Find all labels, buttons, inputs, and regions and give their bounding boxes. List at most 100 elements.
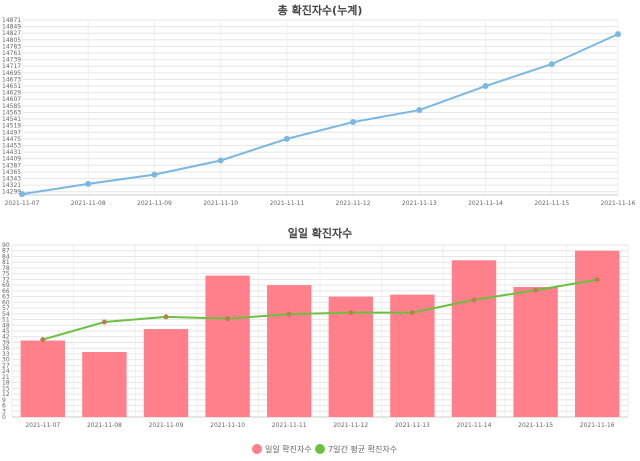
y-tick-label: 14387: [2, 162, 21, 169]
y-tick-label: 84: [2, 253, 10, 260]
x-tick-label: 2021-11-16: [601, 200, 636, 207]
y-tick-label: 3: [2, 408, 6, 415]
daily-cases-chart: 일일 확진자수036912151821242730333639424548515…: [2, 226, 629, 454]
y-tick-label: 36: [2, 345, 10, 352]
y-tick-label: 39: [2, 339, 10, 346]
seven-day-average-point: [40, 337, 46, 343]
y-tick-label: 54: [2, 311, 10, 318]
seven-day-average-point: [286, 311, 292, 317]
y-tick-label: 21: [2, 374, 10, 381]
seven-day-average-point: [225, 316, 231, 322]
y-tick-label: 14431: [2, 149, 21, 156]
seven-day-average-point: [533, 287, 539, 293]
cumulative-data-point: [548, 61, 555, 68]
y-tick-label: 14299: [2, 189, 21, 196]
y-tick-label: 14365: [2, 169, 21, 176]
x-tick-label: 2021-11-11: [272, 422, 307, 429]
y-tick-label: 14563: [2, 109, 21, 116]
y-tick-label: 87: [2, 248, 10, 255]
y-tick-label: 75: [2, 271, 10, 278]
seven-day-average-point: [101, 319, 107, 325]
y-tick-label: 0: [2, 414, 6, 421]
y-tick-label: 18: [2, 380, 10, 387]
x-tick-label: 2021-11-15: [534, 200, 569, 207]
y-tick-label: 42: [2, 334, 10, 341]
y-tick-label: 14585: [2, 103, 21, 110]
legend-average-swatch: [315, 444, 325, 454]
x-tick-label: 2021-11-10: [210, 422, 245, 429]
legend-daily-label: 일일 확진자수: [265, 444, 312, 454]
daily-cases-bar: [575, 250, 620, 417]
x-tick-label: 2021-11-13: [402, 200, 437, 207]
y-tick-label: 14321: [2, 182, 21, 189]
y-tick-label: 14827: [2, 30, 21, 37]
daily-cases-bar: [82, 352, 127, 417]
x-tick-label: 2021-11-07: [5, 200, 40, 207]
y-tick-label: 15: [2, 385, 10, 392]
cumulative-data-point: [19, 191, 25, 198]
y-tick-label: 69: [2, 282, 10, 289]
seven-day-average-line: [42, 278, 598, 341]
y-tick-label: 30: [2, 357, 10, 364]
y-tick-label: 81: [2, 259, 10, 266]
y-tick-label: 14409: [2, 156, 21, 163]
y-tick-label: 14673: [2, 76, 21, 83]
daily-cases-bar: [20, 340, 65, 417]
seven-day-average-point: [471, 297, 477, 303]
x-tick-label: 2021-11-13: [395, 422, 430, 429]
daily-cases-bar: [513, 287, 558, 417]
seven-day-average-point: [348, 310, 354, 316]
x-tick-label: 2021-11-12: [336, 200, 371, 207]
x-tick-label: 2021-11-08: [71, 200, 106, 207]
x-tick-label: 2021-11-14: [457, 422, 492, 429]
y-tick-label: 14849: [2, 24, 21, 31]
legend-daily-swatch: [252, 444, 262, 454]
y-tick-label: 9: [2, 397, 6, 404]
cumulative-data-point: [416, 107, 423, 114]
daily-cases-bar: [205, 275, 250, 417]
x-tick-label: 2021-11-09: [137, 200, 172, 207]
y-tick-label: 14651: [2, 83, 21, 90]
y-tick-label: 14453: [2, 142, 21, 149]
y-tick-label: 14739: [2, 57, 21, 64]
cumulative-data-point: [350, 119, 357, 126]
y-tick-label: 48: [2, 322, 10, 329]
y-tick-label: 57: [2, 305, 10, 312]
chart-title: 일일 확진자수: [288, 226, 353, 240]
y-tick-label: 14475: [2, 136, 21, 143]
cumulative-data-point: [615, 31, 621, 38]
cumulative-data-point: [85, 180, 92, 187]
y-tick-label: 12: [2, 391, 10, 398]
y-tick-label: 90: [2, 242, 10, 249]
y-tick-label: 63: [2, 294, 10, 301]
y-tick-label: 14497: [2, 129, 21, 136]
x-tick-label: 2021-11-11: [269, 200, 304, 207]
y-tick-label: 78: [2, 265, 10, 272]
y-tick-label: 14695: [2, 70, 21, 77]
cumulative-data-point: [283, 135, 290, 142]
y-tick-label: 51: [2, 317, 10, 324]
x-tick-label: 2021-11-15: [518, 422, 553, 429]
cumulative-data-point: [217, 157, 224, 164]
y-tick-label: 72: [2, 276, 10, 283]
y-tick-label: 14607: [2, 96, 21, 103]
y-tick-label: 66: [2, 288, 10, 295]
y-tick-label: 14783: [2, 43, 21, 50]
cumulative-data-point: [151, 171, 158, 178]
daily-cases-bar: [143, 329, 189, 417]
cumulative-data-point: [482, 83, 489, 90]
y-tick-label: 24: [2, 368, 10, 375]
x-tick-label: 2021-11-14: [468, 200, 503, 207]
chart-title: 총 확진자수(누계): [278, 3, 363, 17]
y-tick-label: 14519: [2, 123, 21, 130]
seven-day-average-point: [409, 310, 415, 316]
x-tick-label: 2021-11-08: [87, 422, 122, 429]
y-tick-label: 14717: [2, 63, 21, 70]
legend-average-label: 7일간 평균 확진자수: [328, 444, 397, 454]
y-tick-label: 27: [2, 362, 10, 369]
y-tick-label: 14541: [2, 116, 21, 123]
seven-day-average-point: [594, 277, 600, 283]
y-tick-label: 14805: [2, 37, 21, 44]
seven-day-average-point: [163, 314, 169, 320]
